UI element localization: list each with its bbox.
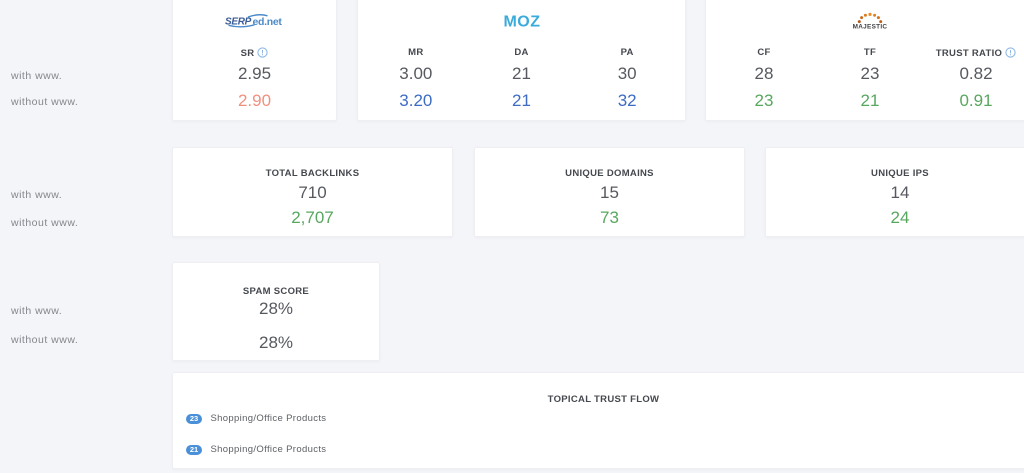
svg-text:MAJESTIC: MAJESTIC [853, 23, 888, 30]
svg-text:ed.net: ed.net [252, 16, 282, 28]
svg-text:MOZ: MOZ [503, 14, 540, 29]
svg-text:SERP: SERP [225, 17, 252, 28]
